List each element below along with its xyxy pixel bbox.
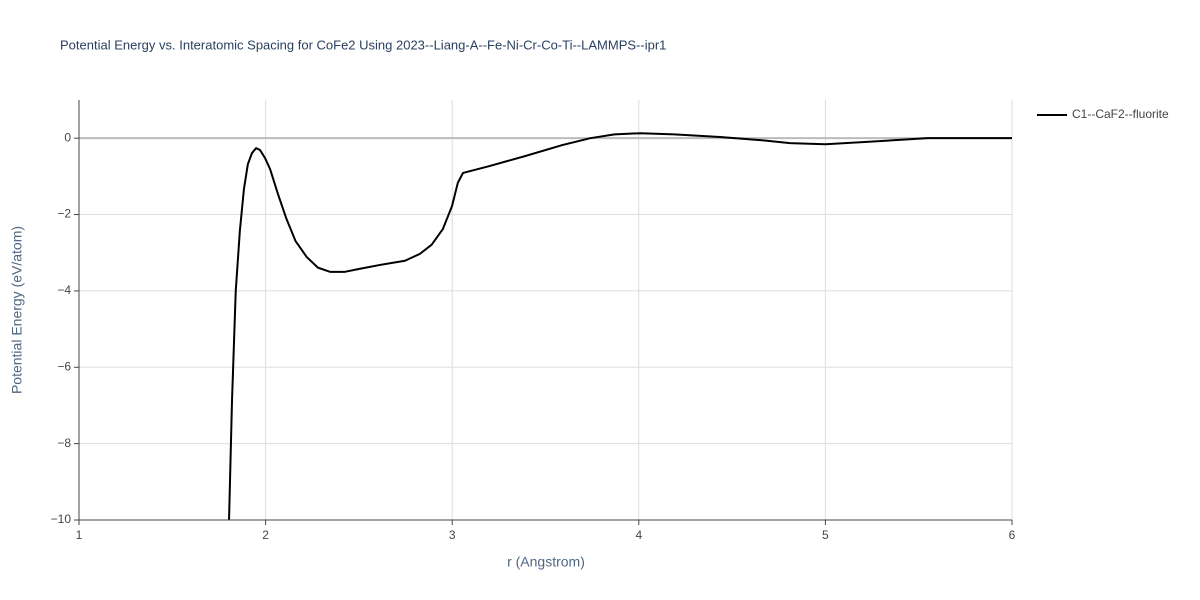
y-tick-label: 0 bbox=[64, 130, 71, 144]
y-tick-label: −2 bbox=[57, 207, 71, 221]
grid bbox=[78, 100, 1013, 521]
y-tick-label: −6 bbox=[57, 359, 71, 373]
x-tick-label: 2 bbox=[262, 528, 269, 542]
x-tick-label: 3 bbox=[449, 528, 456, 542]
x-tick-label: 6 bbox=[1009, 528, 1016, 542]
axes: 1 2 3 4 5 6 −10 −8 −6 −4 −2 0 bbox=[51, 100, 1016, 542]
y-tick-label: −4 bbox=[57, 283, 71, 297]
chart-title: Potential Energy vs. Interatomic Spacing… bbox=[60, 37, 666, 52]
plot-area bbox=[228, 132, 1012, 520]
x-axis-title: r (Angstrom) bbox=[507, 554, 585, 570]
x-tick-label: 1 bbox=[76, 528, 83, 542]
legend-label: C1--CaF2--fluorite bbox=[1072, 107, 1169, 121]
y-axis-title: Potential Energy (eV/atom) bbox=[9, 226, 25, 394]
data-line bbox=[228, 132, 1012, 520]
x-tick-label: 5 bbox=[822, 528, 829, 542]
x-tick-label: 4 bbox=[635, 528, 642, 542]
y-tick-label: −10 bbox=[51, 512, 72, 526]
y-tick-label: −8 bbox=[57, 436, 71, 450]
